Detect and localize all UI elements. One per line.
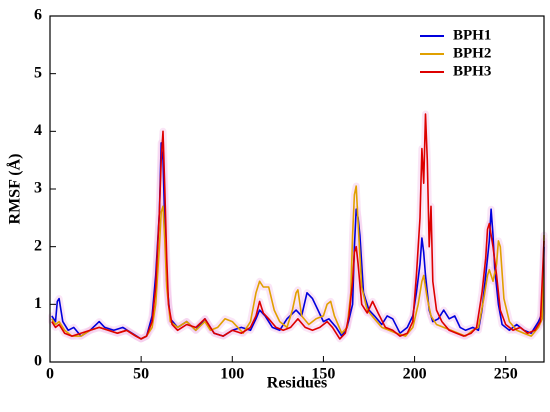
x-axis-label: Residues — [267, 374, 327, 391]
y-axis-label: RMSF (Å) — [6, 154, 24, 225]
x-axis: 0 50 100 150 200 250 — [46, 356, 518, 382]
y-tick-label: 1 — [34, 295, 42, 312]
x-tick-label: 0 — [46, 365, 54, 382]
x-tick-label: 50 — [133, 365, 149, 382]
series-glow-layer — [48, 110, 548, 343]
y-tick-label: 6 — [34, 7, 42, 24]
legend-label-bph3: BPH3 — [453, 63, 491, 79]
series-layer — [51, 113, 545, 340]
legend-label-bph1: BPH1 — [453, 27, 491, 43]
y-tick-label: 2 — [34, 237, 42, 254]
series-line-bph3 — [51, 113, 545, 340]
x-tick-label: 150 — [311, 365, 335, 382]
y-tick-label: 0 — [34, 353, 42, 370]
y-tick-label: 3 — [34, 180, 42, 197]
series-line-bph2 — [51, 185, 545, 340]
y-tick-label: 5 — [34, 64, 42, 81]
y-tick-label: 4 — [34, 122, 42, 139]
x-tick-label: 100 — [220, 365, 244, 382]
x-tick-label: 200 — [403, 365, 427, 382]
legend-label-bph2: BPH2 — [453, 45, 491, 61]
legend: BPH1 BPH2 BPH3 — [420, 27, 491, 79]
x-tick-label: 250 — [494, 365, 518, 382]
y-axis: 0 1 2 3 4 5 6 — [34, 7, 56, 370]
